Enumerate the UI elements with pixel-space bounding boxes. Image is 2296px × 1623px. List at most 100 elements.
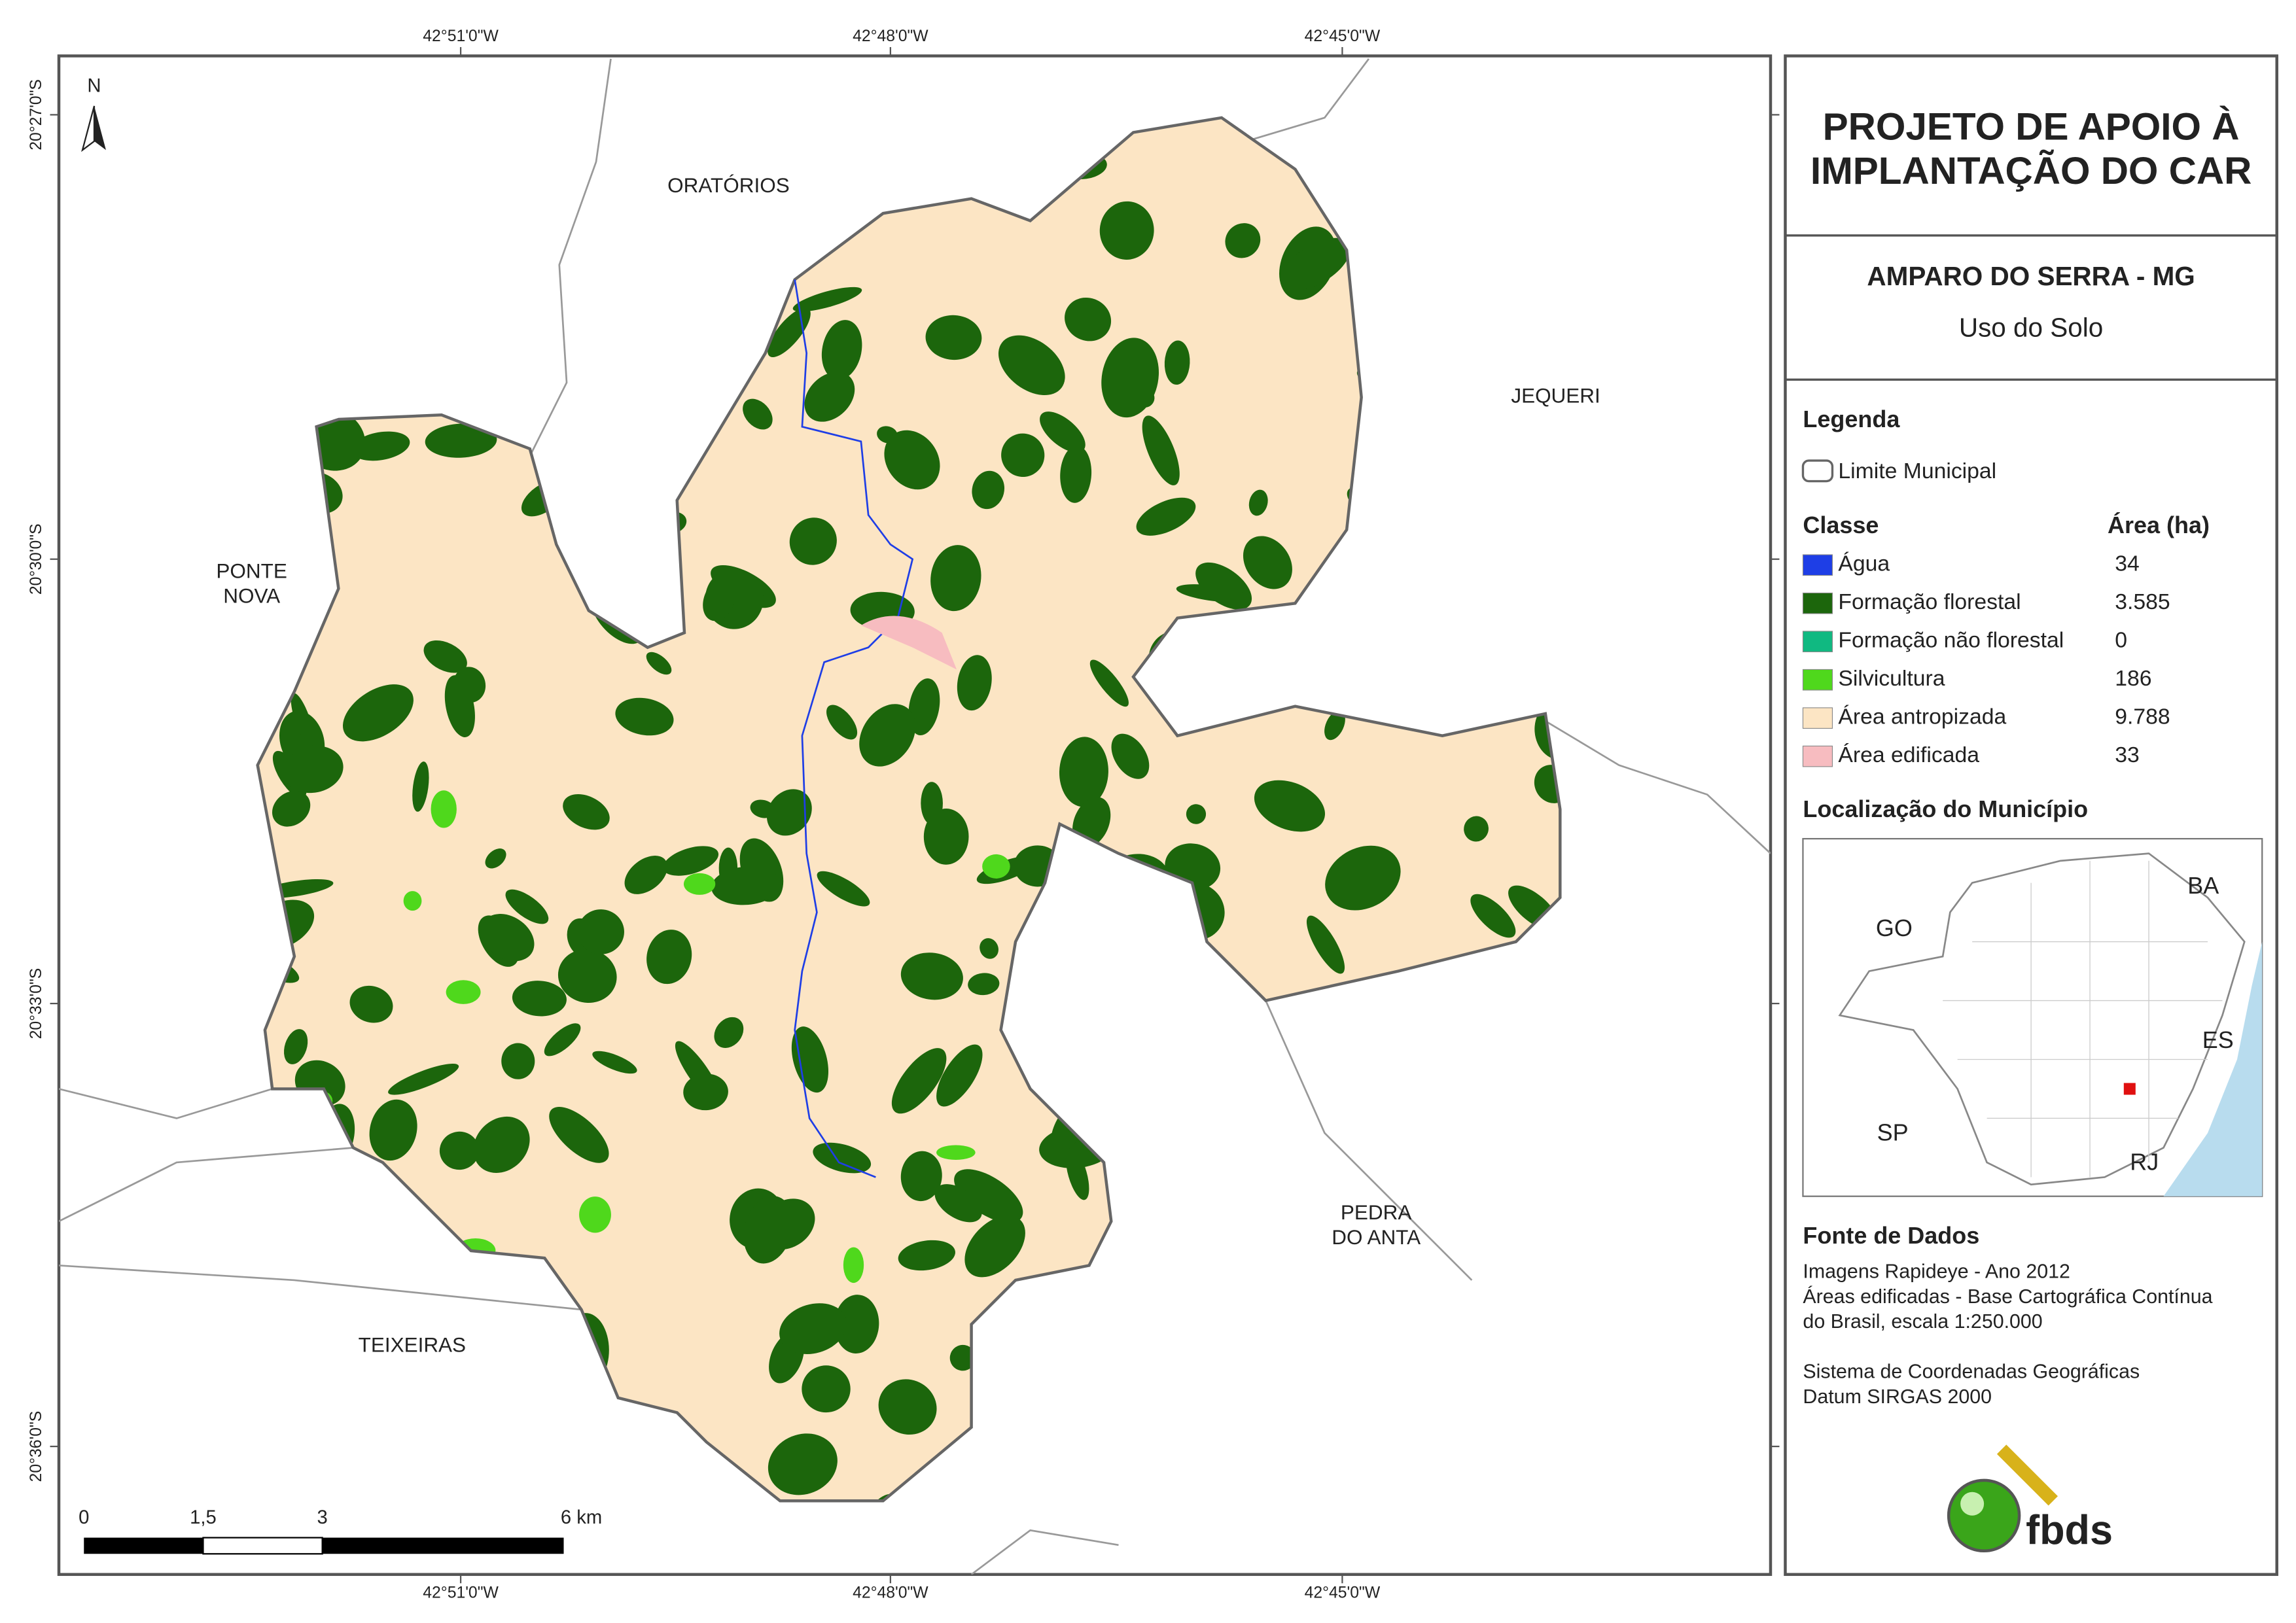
- coord-label: 42°51'0"W: [423, 1584, 499, 1602]
- forest-patch: [789, 517, 837, 565]
- urban-area: [860, 616, 957, 670]
- forest-patch: [792, 287, 862, 312]
- forest-patch: [343, 684, 414, 742]
- scale-label: 0: [79, 1507, 89, 1528]
- coord-label: 20°36'0"S: [27, 1411, 45, 1482]
- legend-area: 34: [2115, 551, 2140, 576]
- forest-patch: [957, 655, 992, 711]
- forest-patch: [501, 1043, 535, 1079]
- forest-patch: [925, 315, 982, 360]
- forest-patch: [1248, 489, 1268, 516]
- forest-patch: [930, 545, 981, 612]
- silviculture-patch: [982, 854, 1010, 879]
- forest-patch: [1059, 737, 1108, 807]
- coord-label: 42°48'0"W: [853, 27, 928, 45]
- forest-patch: [1470, 894, 1516, 938]
- forest-patch: [1089, 659, 1129, 707]
- forest-patch: [743, 398, 773, 430]
- forest-patch: [1225, 223, 1261, 258]
- forest-patch: [1137, 389, 1155, 408]
- forest-patch: [351, 431, 410, 461]
- scale-label: 3: [317, 1507, 327, 1528]
- forest-patch: [646, 652, 672, 675]
- forest-patch: [908, 678, 940, 735]
- forest-patch: [1324, 710, 1345, 741]
- forest-patch: [900, 1151, 942, 1202]
- logo-text: fbds: [2026, 1507, 2113, 1553]
- silviculture-patch: [446, 980, 481, 1004]
- legend-area: 9.788: [2115, 705, 2170, 729]
- forest-patch: [444, 675, 475, 737]
- forest-patch: [388, 1064, 459, 1095]
- sources-title: Fonte de Dados: [1803, 1222, 1979, 1249]
- forest-patch: [791, 1026, 829, 1093]
- legend-label: Área antropizada: [1838, 705, 2006, 729]
- legend-swatch: [1802, 592, 1833, 614]
- source-line: Datum SIRGAS 2000: [1803, 1386, 1992, 1408]
- forest-patch: [954, 1169, 1023, 1223]
- legend-area: 33: [2115, 742, 2140, 767]
- coord-label: 20°27'0"S: [27, 79, 45, 150]
- scale-label: 1,5: [190, 1507, 217, 1528]
- forest-patch: [750, 799, 775, 818]
- legend-title: Legenda: [1803, 406, 1900, 432]
- source-line: Imagens Rapideye - Ano 2012: [1803, 1261, 2070, 1283]
- forest-patch: [557, 949, 617, 1003]
- coord-label: 42°45'0"W: [1305, 27, 1381, 45]
- forest-patch: [563, 794, 610, 830]
- forest-patch: [549, 1107, 609, 1163]
- source-line: Áreas edificadas - Base Cartográfica Con…: [1803, 1286, 2212, 1308]
- forest-patch: [898, 1240, 955, 1271]
- forest-patch: [512, 981, 567, 1017]
- forest-patch: [1099, 201, 1154, 260]
- state-label: RJ: [2130, 1149, 2159, 1176]
- forest-patch: [272, 790, 311, 827]
- forest-patch: [544, 1023, 581, 1056]
- legend-label: Limite Municipal: [1838, 459, 1996, 483]
- river: [794, 279, 914, 1178]
- coord-label: 42°45'0"W: [1305, 1584, 1381, 1602]
- forest-patch: [615, 697, 674, 736]
- forest-patch: [1281, 237, 1351, 290]
- location-inset: [1802, 837, 2263, 1197]
- forest-patch: [485, 848, 506, 869]
- forest-patch: [1001, 433, 1045, 477]
- forest-patch: [972, 470, 1005, 510]
- state-label: BA: [2187, 872, 2219, 899]
- forest-patch: [821, 320, 862, 380]
- legend-swatch: [1802, 707, 1833, 729]
- forest-patch: [968, 973, 1000, 996]
- forest-patch: [1136, 497, 1196, 536]
- source-line: do Brasil, escala 1:250.000: [1803, 1311, 2042, 1333]
- coord-label: 42°51'0"W: [423, 27, 499, 45]
- silviculture-patch: [431, 790, 457, 828]
- legend-swatch: [1802, 669, 1833, 691]
- forest-patch: [1111, 733, 1150, 779]
- forest-patch: [683, 1073, 728, 1111]
- forest-patch: [1325, 845, 1401, 911]
- forest-patch: [423, 640, 467, 673]
- forest-patch: [577, 909, 624, 954]
- forest-patch: [834, 1295, 879, 1353]
- boundary-swatch: [1801, 459, 1834, 483]
- silviculture-patch: [403, 891, 422, 911]
- forest-patch: [779, 1303, 847, 1354]
- location-title: Localização do Município: [1803, 795, 2088, 822]
- forest-patch: [1306, 915, 1345, 974]
- forest-patch: [923, 809, 969, 865]
- north-label: N: [87, 75, 101, 96]
- forest-patch: [878, 1379, 937, 1435]
- forest-patch: [859, 704, 916, 767]
- forest-patch: [998, 335, 1065, 395]
- forest-patch: [768, 1433, 838, 1495]
- theme: Uso do Solo: [1959, 313, 2103, 343]
- forest-patch: [1176, 584, 1249, 602]
- place-label: DO ANTA: [1332, 1225, 1421, 1249]
- silviculture-patch: [579, 1196, 611, 1233]
- forest-patch: [481, 914, 535, 962]
- place-label: PEDRA: [1341, 1200, 1411, 1224]
- legend-swatch: [1802, 554, 1833, 576]
- forest-patch: [369, 1099, 417, 1161]
- area-header: Área (ha): [2108, 512, 2210, 538]
- forest-patch: [412, 761, 429, 812]
